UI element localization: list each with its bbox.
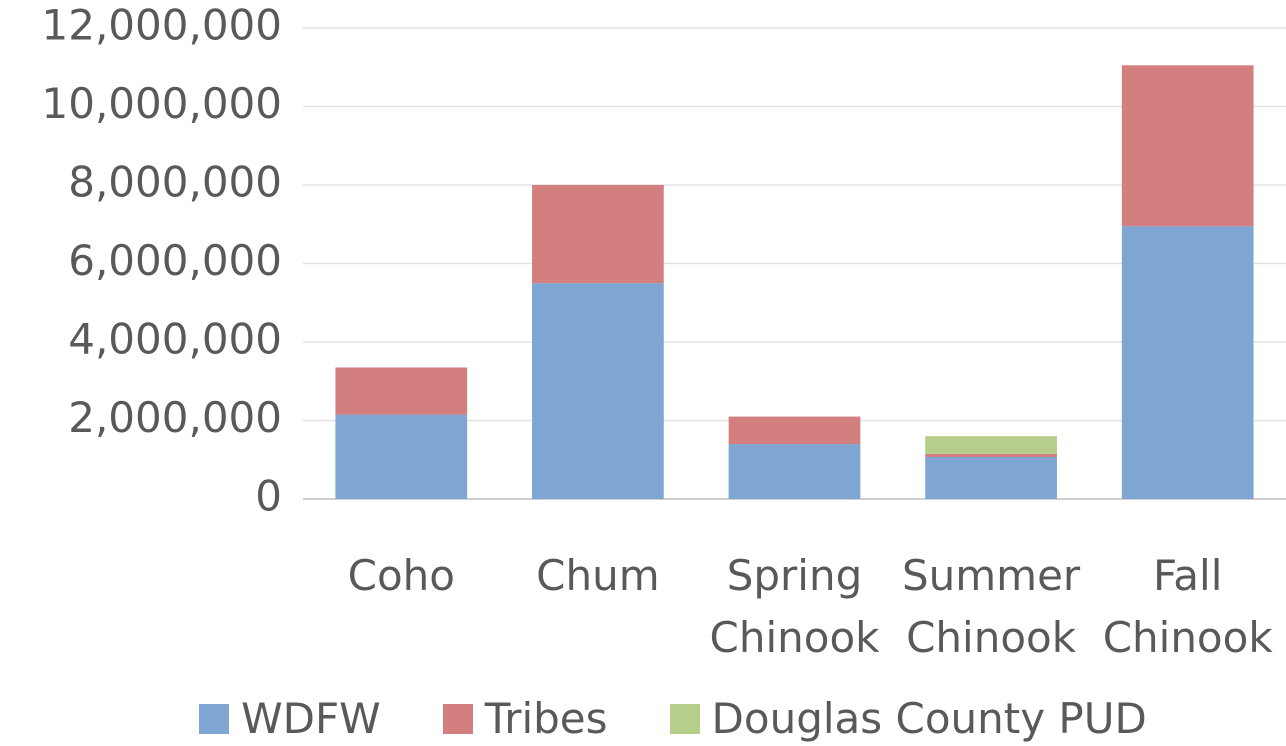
legend-label: Douglas County PUD <box>711 694 1147 743</box>
y-tick-label: 8,000,000 <box>68 158 282 207</box>
bar-segment <box>335 367 468 415</box>
y-tick-label: 0 <box>255 472 282 521</box>
bar-segment <box>925 436 1057 454</box>
bar-segment <box>728 416 861 445</box>
x-tick-label: Chum <box>536 551 660 600</box>
y-tick-label: 2,000,000 <box>68 393 282 442</box>
legend-label: WDFW <box>241 694 381 743</box>
bar-segment <box>925 453 1057 458</box>
bar-segment <box>532 283 664 499</box>
y-tick-label: 6,000,000 <box>68 236 282 285</box>
y-tick-label: 10,000,000 <box>42 79 282 128</box>
bar-segment <box>1121 226 1254 499</box>
bar-segment <box>1121 65 1254 227</box>
x-tick-label: Summer Chinook <box>901 551 1081 662</box>
bar-segment <box>728 444 861 499</box>
legend-label: Tribes <box>484 694 608 743</box>
y-tick-label: 12,000,000 <box>42 1 282 50</box>
legend: WDFW Tribes Douglas County PUD <box>0 694 1286 743</box>
legend-swatch <box>442 703 473 734</box>
y-tick-label: 4,000,000 <box>68 315 282 364</box>
bar-segment <box>925 457 1057 499</box>
legend-item: Tribes <box>442 694 608 743</box>
x-tick-label: Coho <box>347 551 455 600</box>
legend-item: WDFW <box>199 694 381 743</box>
legend-item: Douglas County PUD <box>669 694 1147 743</box>
x-tick-label: Fall Chinook <box>1102 551 1273 662</box>
legend-swatch <box>669 703 700 734</box>
bar-segment <box>532 185 664 284</box>
bar-segment <box>335 414 468 499</box>
x-tick-label: Spring Chinook <box>709 551 880 662</box>
legend-swatch <box>199 703 230 734</box>
